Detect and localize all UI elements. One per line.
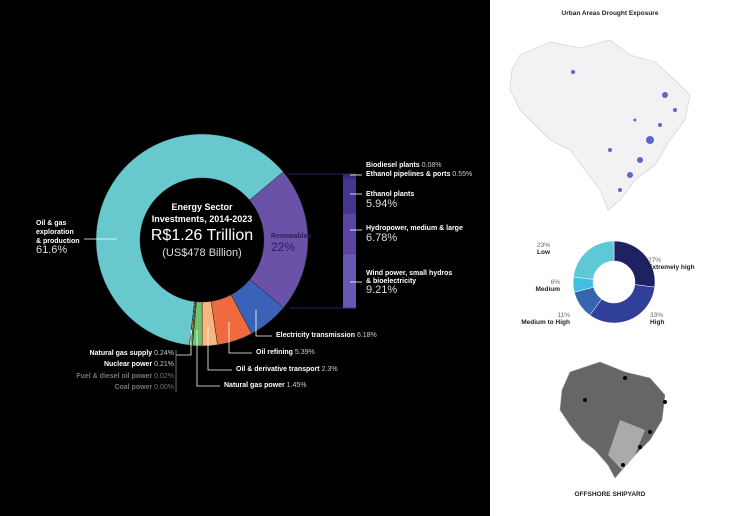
legend-low: 23% Low <box>536 242 550 256</box>
label-natural-gas-supply: Natural gas supply 0.24% <box>89 350 174 357</box>
shipyard-title: OFFSHORE SHIPYARD <box>574 491 646 498</box>
label-biodiesel: Biodiesel plants 0.08% <box>366 162 442 169</box>
legend-extremely-high: 27% Extremely high <box>648 257 695 271</box>
label-oil-transport: Oil & derivative transport 2.3% <box>236 366 338 373</box>
label-natural-gas-power: Natural gas power 1.45% <box>224 382 307 389</box>
total-usd: (US$478 Billion) <box>162 247 242 259</box>
map-title: Urban Areas Drought Exposure <box>561 10 659 17</box>
leader-line <box>196 330 220 387</box>
center-title-1: Energy Sector <box>171 202 233 212</box>
slice-low <box>573 240 615 280</box>
slice-high <box>589 284 655 324</box>
energy-donut-chart <box>84 133 362 392</box>
bar-biodiesel-plants <box>343 174 356 175</box>
center-title-2: Investments, 2014-2023 <box>151 214 253 224</box>
shipyard-markers <box>583 376 667 467</box>
leader-line <box>255 310 272 337</box>
legend-medium-high: 11% Medium to High <box>521 312 570 326</box>
label-oil-refining: Oil refining 5.39% <box>256 349 315 356</box>
leader-line <box>228 322 252 354</box>
label-hydropower: Hydropower, medium & large 6.78% <box>366 225 463 244</box>
brazil-drought-map <box>509 39 691 211</box>
legend-medium: 6% Medium <box>535 279 560 293</box>
label-electricity: Electricity transmission 6.18% <box>276 332 377 339</box>
brazil-shipyard-map <box>559 361 666 479</box>
label-coal: Coal power 0.00% <box>114 384 174 391</box>
label-ethanol-plants: Ethanol plants 5.94% <box>366 191 415 210</box>
legend-high: 33% High <box>650 312 665 326</box>
bar-hydropower-medium-large <box>343 213 356 254</box>
slice-oil-gas-exploration-production <box>95 133 284 346</box>
energy-investment-panel: Energy Sector Investments, 2014-2023 R$1… <box>0 0 490 516</box>
side-panel: Urban Areas Drought Exposure 23% Low 6% Me… <box>490 0 730 516</box>
total-brl: R$1.26 Trillion <box>150 227 254 244</box>
label-wind: Wind power, small hydros & bioelectricity… <box>366 270 453 296</box>
urban-area-dots <box>571 70 677 192</box>
bar-wind-power-small-hydros-bioelectricity <box>343 253 356 309</box>
label-oil-gas: Oil & gas exploration & production 61.6% <box>36 220 80 256</box>
leader-line <box>176 330 192 356</box>
label-renewables: Renewables 22% <box>271 233 312 254</box>
label-ethanol-pipelines: Ethanol pipelines & ports 0.55% <box>366 171 473 178</box>
leader-line <box>288 173 356 309</box>
bar-ethanol-pipelines-ports <box>343 175 356 179</box>
label-fuel-diesel: Fuel & diesel oil power 0.02% <box>76 373 174 380</box>
bar-ethanol-plants <box>343 178 356 214</box>
right-graphics <box>509 39 691 479</box>
leader-line <box>207 327 232 371</box>
label-nuclear: Nuclear power 0.21% <box>103 361 174 368</box>
